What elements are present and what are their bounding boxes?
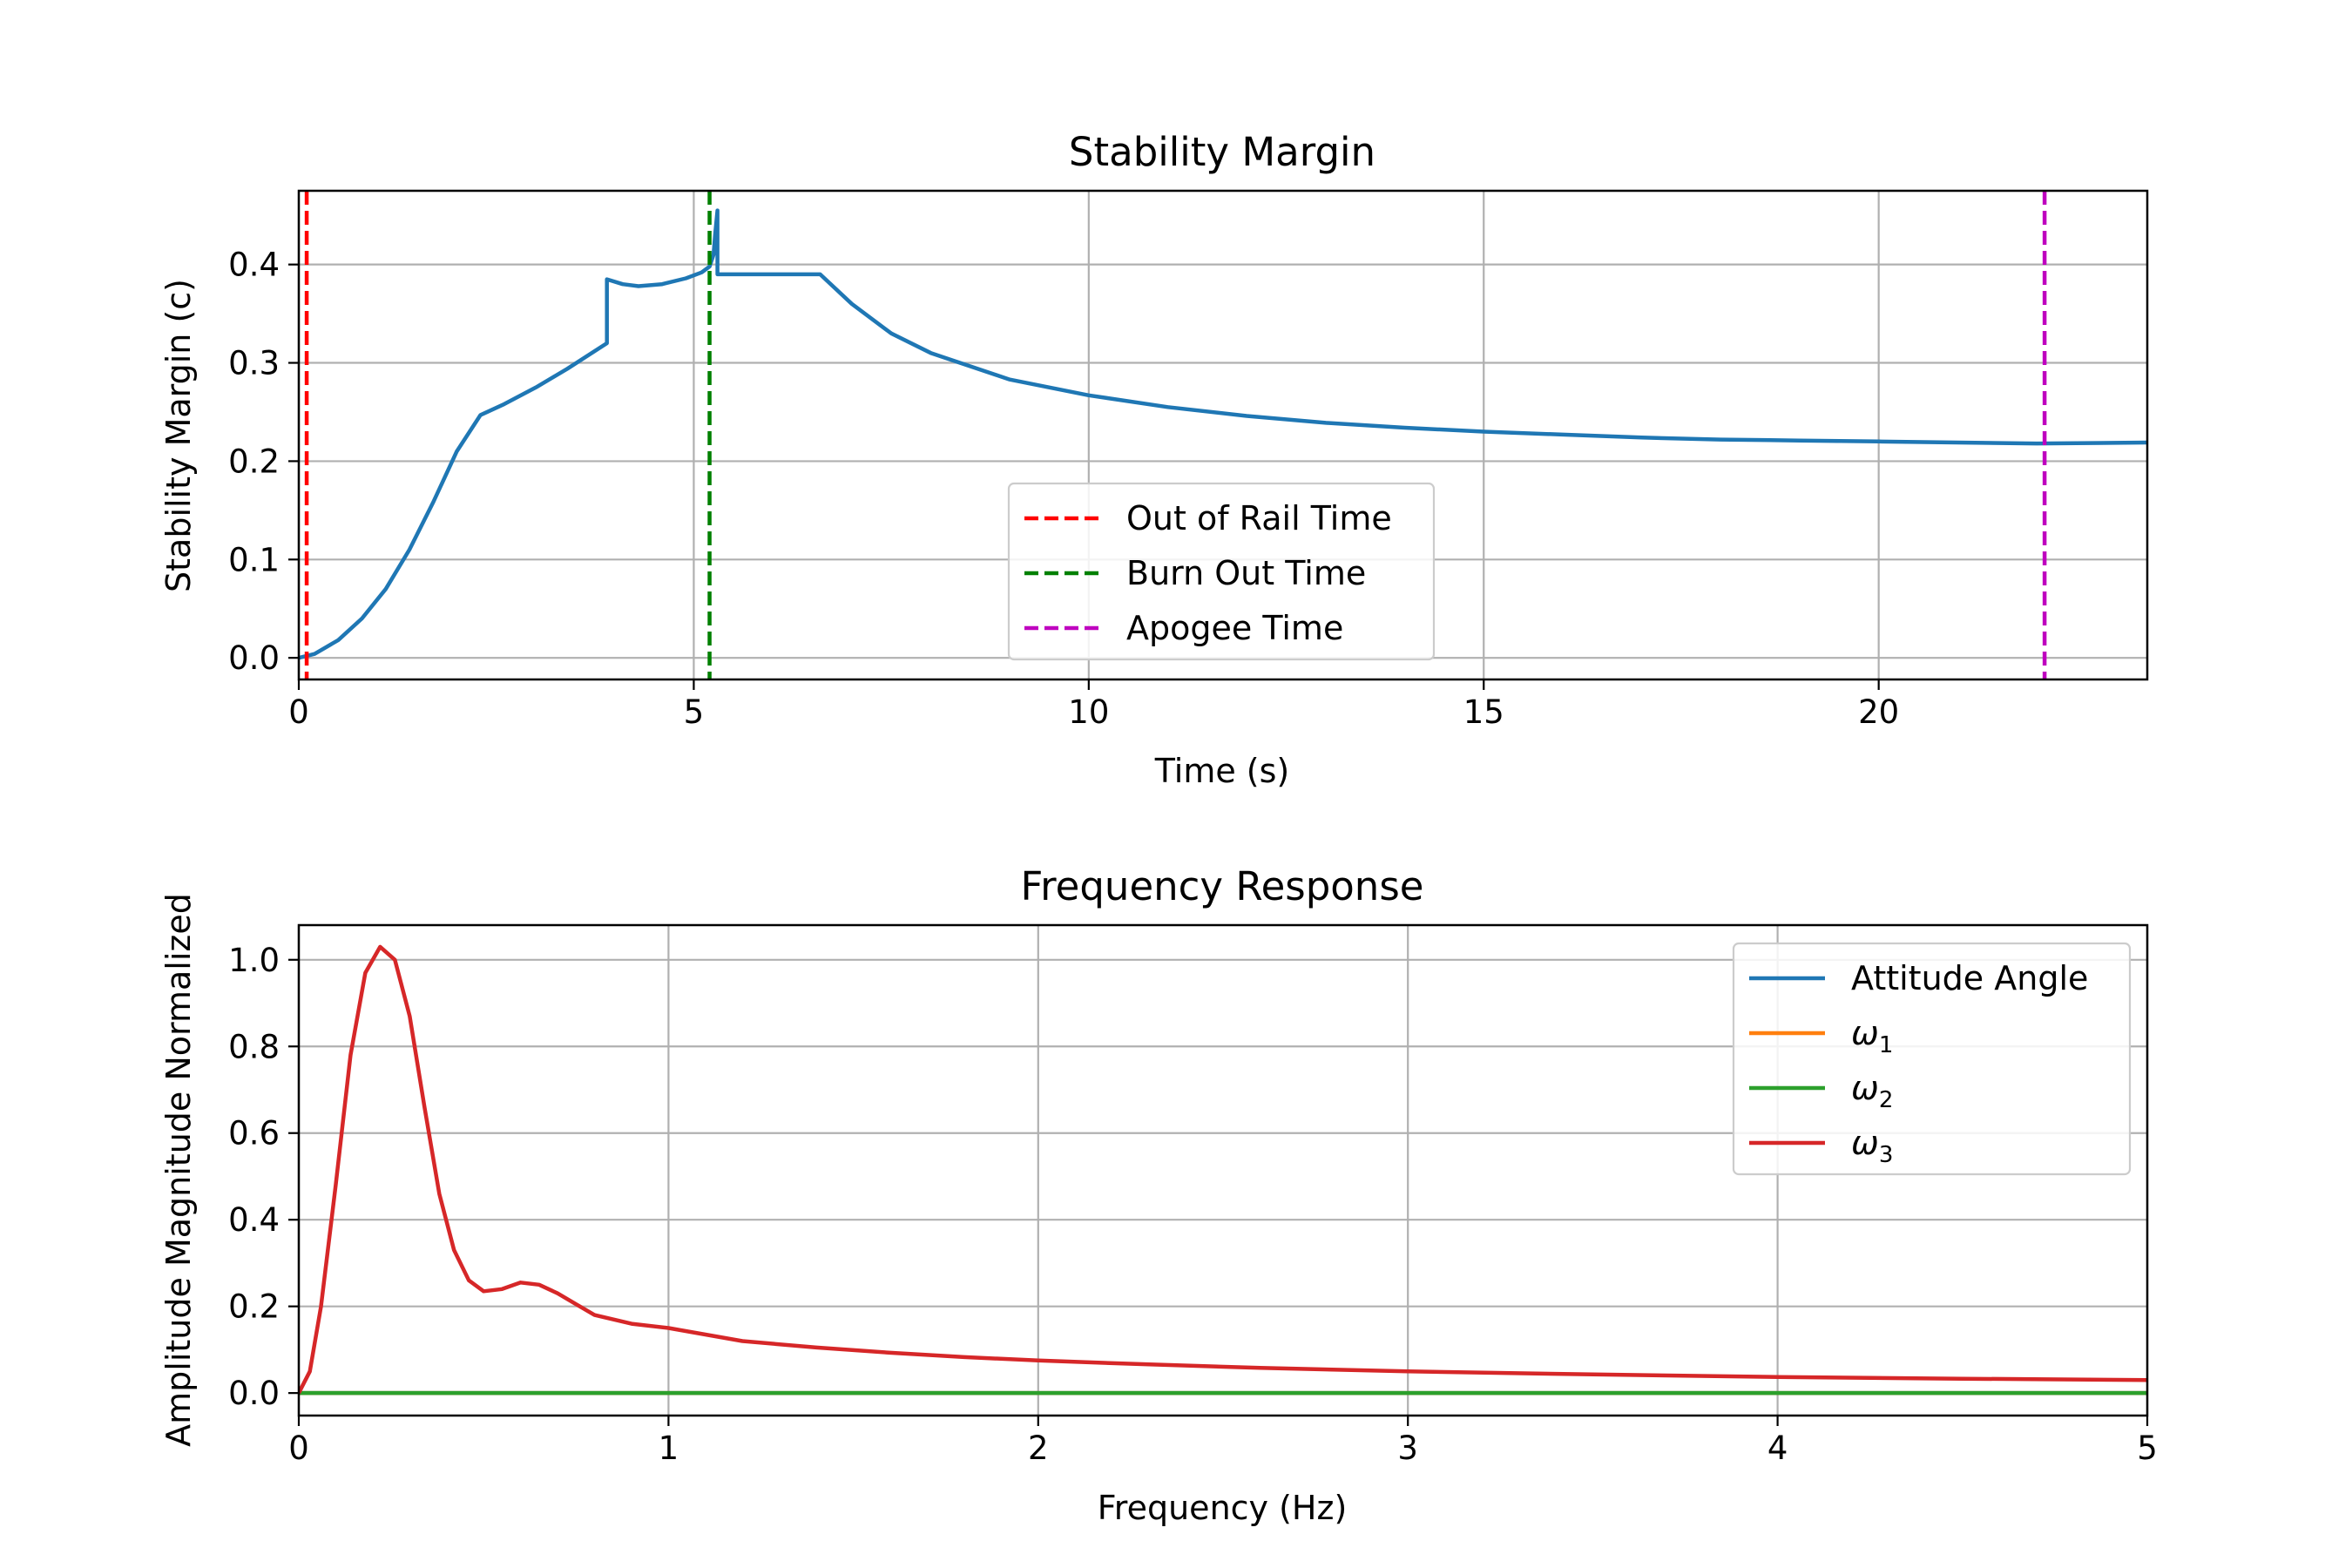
frequency-response-x-tick-label: 0 xyxy=(288,1429,309,1467)
frequency-response-series--3-line xyxy=(299,944,2147,1395)
stability-margin-y-tick-label: 0.0 xyxy=(228,639,280,677)
stability-margin-x-tick-label: 5 xyxy=(684,693,705,731)
stability-margin-x-tick-label: 20 xyxy=(1858,693,1899,731)
stability-margin-x-tick-label: 10 xyxy=(1068,693,1109,731)
frequency-response-legend-label-subscript: 1 xyxy=(1879,1032,1894,1058)
frequency-response-legend-label: ω1 xyxy=(1851,1014,1893,1058)
frequency-response-y-tick-label: 0.8 xyxy=(228,1028,280,1065)
frequency-response-legend-label-main: ω xyxy=(1851,1124,1879,1162)
frequency-response-chart: Frequency Response Frequency (Hz) Amplit… xyxy=(159,863,2158,1527)
stability-margin-legend: Out of Rail Time Burn Out Time Apogee Time xyxy=(1007,482,1436,661)
frequency-response-y-axis-label: Amplitude Magnitude Normalized xyxy=(159,893,198,1447)
stability-margin-legend-label: Out of Rail Time xyxy=(1126,499,1392,537)
stability-margin-y-tick-label: 0.3 xyxy=(228,345,280,382)
stability-margin-title: Stability Margin xyxy=(1069,129,1375,175)
frequency-response-x-tick-label: 5 xyxy=(2137,1429,2158,1467)
stability-margin-y-tick-label: 0.2 xyxy=(228,443,280,480)
stability-margin-series-line-0-line xyxy=(299,208,2147,660)
frequency-response-legend-box xyxy=(1732,942,2132,1176)
frequency-response-x-tick-label: 1 xyxy=(659,1429,679,1467)
stability-margin-axes-frame xyxy=(297,189,2149,681)
frequency-response-legend-label-subscript: 3 xyxy=(1879,1142,1894,1168)
stability-margin-x-tick-label: 15 xyxy=(1463,693,1504,731)
frequency-response-x-axis-label: Frequency (Hz) xyxy=(1098,1489,1348,1527)
frequency-response-y-tick-label: 0.2 xyxy=(228,1288,280,1326)
frequency-response-y-tick-label: 0.4 xyxy=(228,1201,280,1239)
stability-margin-plot-area xyxy=(299,191,2147,679)
frequency-response-y-tick-label: 0.6 xyxy=(228,1115,280,1152)
frequency-response-x-tick-label: 2 xyxy=(1028,1429,1049,1467)
frequency-response-legend-label: Attitude Angle xyxy=(1851,959,2088,997)
stability-margin-x-tick-label: 0 xyxy=(288,693,309,731)
stability-margin-x-axis-label: Time (s) xyxy=(1154,752,1290,790)
frequency-response-title: Frequency Response xyxy=(1021,863,1424,909)
frequency-response-legend-label: ω3 xyxy=(1851,1124,1893,1168)
stability-margin-legend-label: Burn Out Time xyxy=(1126,554,1366,592)
stability-margin-y-tick-label: 0.4 xyxy=(228,247,280,284)
frequency-response-y-tick-label: 0.0 xyxy=(228,1375,280,1412)
frequency-response-legend-label-subscript: 2 xyxy=(1879,1087,1894,1113)
frequency-response-legend-label-main: ω xyxy=(1851,1014,1879,1052)
stability-margin-y-axis-label: Stability Margin (c) xyxy=(159,279,198,592)
frequency-response-x-tick-label: 4 xyxy=(1767,1429,1788,1467)
stability-margin-chart: Stability Margin Time (s) Stability Marg… xyxy=(159,129,2149,790)
stability-margin-legend-box xyxy=(1007,482,1436,661)
frequency-response-x-tick-label: 3 xyxy=(1397,1429,1418,1467)
stability-margin-y-tick-label: 0.1 xyxy=(228,541,280,578)
frequency-response-y-tick-label: 1.0 xyxy=(228,942,280,979)
stability-margin-legend-label: Apogee Time xyxy=(1126,609,1343,647)
frequency-response-plot-area xyxy=(299,944,2147,1396)
frequency-response-legend-label-main: Attitude Angle xyxy=(1851,959,2088,997)
frequency-response-legend-label-main: ω xyxy=(1851,1069,1879,1107)
frequency-response-legend-label: ω2 xyxy=(1851,1069,1893,1113)
frequency-response-axes-frame xyxy=(297,923,2149,1417)
